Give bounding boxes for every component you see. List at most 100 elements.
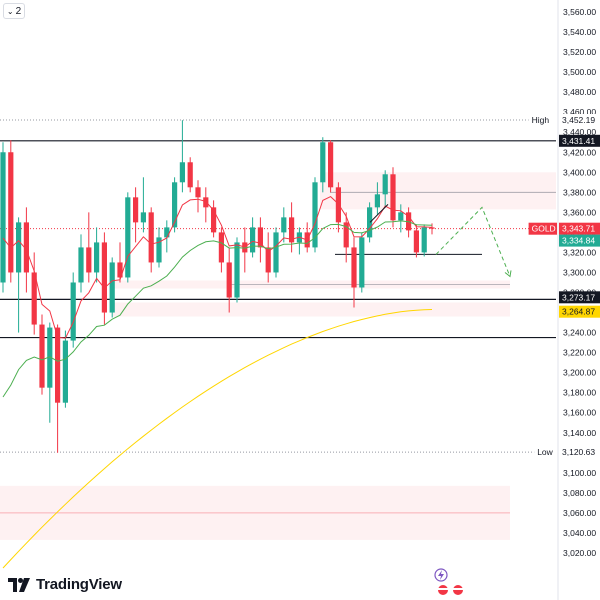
price-tick-label: 3,540.00	[563, 27, 596, 37]
price-label: 3,334.84	[562, 236, 595, 246]
price-tick-label: 3,460.00	[563, 107, 596, 117]
bullish-candle	[70, 282, 76, 341]
bearish-candle	[226, 262, 232, 298]
candle-layer	[0, 120, 435, 453]
price-label-bg	[559, 134, 600, 147]
projection-arrow	[504, 270, 512, 278]
ema-slow-line	[2, 309, 433, 569]
bearish-candle	[265, 247, 271, 273]
bullish-candle	[374, 194, 380, 208]
zone-layer	[0, 172, 556, 540]
projection-path	[435, 206, 511, 277]
horizontal-line-layer	[0, 119, 556, 453]
bearish-candle	[218, 232, 224, 263]
ema-mid-line	[2, 220, 433, 398]
bullish-candle	[234, 242, 240, 298]
price-tick-label: 3,320.00	[563, 247, 596, 257]
price-tick-label: 3,060.00	[563, 508, 596, 518]
bearish-candle	[429, 227, 435, 229]
price-tag-bg	[528, 222, 557, 235]
price-tick-label: 3,100.00	[563, 468, 596, 478]
price-tag: GOLD	[532, 224, 556, 234]
bearish-candle	[39, 324, 45, 388]
price-tick-label: 3,080.00	[563, 488, 596, 498]
price-label: 3,120.63	[562, 447, 595, 457]
price-tick-label: 3,500.00	[563, 67, 596, 77]
bullish-candle	[382, 174, 388, 195]
price-label: 3,452.19	[562, 115, 595, 125]
bullish-candle	[47, 327, 53, 388]
bearish-candle	[257, 227, 263, 248]
axis-bottom-mask	[559, 590, 600, 600]
price-tag-bg	[528, 114, 557, 126]
bearish-candle	[351, 247, 357, 288]
moving-average-layer	[2, 195, 433, 569]
bullish-candle	[125, 197, 131, 278]
price-tick-label: 3,380.00	[563, 187, 596, 197]
bearish-candle	[86, 247, 92, 273]
price-tick-label: 3,520.00	[563, 47, 596, 57]
price-label: 3,343.71	[562, 224, 595, 234]
bullish-candle	[320, 142, 326, 183]
price-tick-label: 3,300.00	[563, 268, 596, 278]
price-tick-label: 3,140.00	[563, 428, 596, 438]
bullish-candle	[140, 212, 146, 223]
price-label-bg	[559, 234, 600, 247]
collapse-indicators-button[interactable]: ⌄ 2	[3, 3, 25, 19]
trend-line	[369, 203, 389, 223]
drawing-layer	[369, 203, 512, 595]
bullish-candle	[62, 340, 68, 403]
price-tick-label: 3,180.00	[563, 388, 596, 398]
resistance-zone	[0, 485, 510, 540]
bullish-candle	[179, 162, 185, 183]
price-tag: Low	[537, 447, 553, 457]
tradingview-logo[interactable]: TradingView	[8, 576, 122, 593]
price-label: 3,264.87	[562, 307, 595, 317]
bearish-candle	[211, 207, 217, 233]
price-label-bg	[559, 446, 600, 459]
bearish-candle	[55, 327, 61, 403]
flag-stripe	[438, 588, 448, 590]
bearish-candle	[133, 197, 139, 223]
price-tick-label: 3,160.00	[563, 408, 596, 418]
price-label: 3,273.17	[562, 292, 595, 302]
price-tick-label: 3,240.00	[563, 328, 596, 338]
resistance-zone	[112, 302, 510, 317]
price-tick-label: 3,440.00	[563, 127, 596, 137]
price-label-bg	[559, 291, 600, 304]
price-tick-label: 3,020.00	[563, 548, 596, 558]
bullish-candle	[156, 237, 162, 263]
bearish-candle	[328, 142, 334, 188]
price-tag: High	[532, 115, 550, 125]
bullish-candle	[78, 247, 84, 283]
price-tag-bg	[534, 446, 557, 459]
price-label-bg	[559, 305, 600, 318]
bearish-candle	[23, 222, 29, 273]
bullish-candle	[359, 237, 365, 288]
bearish-candle	[148, 212, 154, 263]
bearish-candle	[187, 162, 193, 188]
bullish-candle	[250, 227, 256, 253]
price-axis: 3,560.00 3,540.00 3,520.00 3,500.00 3,480.00…	[559, 7, 600, 600]
bullish-candle	[164, 227, 170, 238]
chevron-down-icon: ⌄	[6, 6, 14, 16]
bullish-candle	[281, 217, 287, 233]
price-tick-label: 3,400.00	[563, 167, 596, 177]
bearish-candle	[117, 262, 123, 278]
bearish-candle	[390, 174, 396, 221]
lightning-icon	[438, 570, 444, 580]
ema-fast-line	[2, 195, 433, 339]
bearish-candle	[8, 152, 14, 273]
bullish-candle	[109, 262, 115, 313]
bullish-candle	[16, 222, 22, 273]
bearish-candle	[413, 230, 419, 253]
bullish-candle	[94, 242, 100, 273]
tradingview-logo-icon	[8, 577, 30, 592]
bullish-candle	[172, 182, 178, 228]
bullish-candle	[367, 207, 373, 238]
bearish-candle	[343, 222, 349, 248]
price-tick-label: 3,560.00	[563, 7, 596, 17]
resistance-zone	[320, 172, 556, 210]
bearish-candle	[203, 197, 209, 208]
